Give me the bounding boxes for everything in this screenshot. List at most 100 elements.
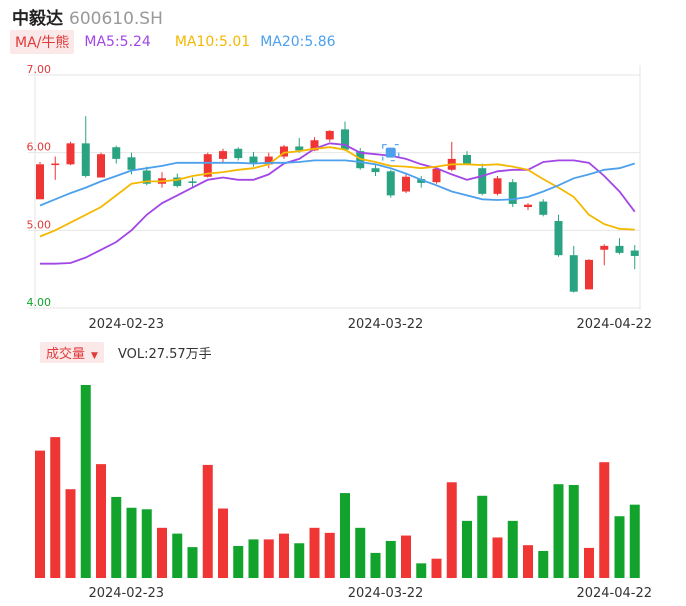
volume-bar bbox=[416, 563, 427, 578]
volume-bar bbox=[65, 489, 76, 578]
volume-bar bbox=[340, 493, 350, 578]
candle-body bbox=[188, 181, 197, 183]
volume-bar bbox=[157, 527, 167, 578]
volume-bar bbox=[446, 482, 457, 578]
candle-body bbox=[432, 168, 441, 183]
candle bbox=[554, 214, 563, 257]
volume-bar bbox=[385, 540, 396, 578]
candle-body bbox=[493, 178, 502, 194]
x-tick-label: 2024-03-22 bbox=[348, 586, 424, 601]
x-tick-label: 2024-03-22 bbox=[348, 317, 424, 332]
candle bbox=[188, 177, 197, 188]
price-candles bbox=[36, 116, 639, 293]
ma10-line bbox=[39, 146, 635, 238]
candle bbox=[630, 245, 639, 270]
candle-body bbox=[478, 168, 487, 194]
candle-body bbox=[173, 177, 182, 187]
y-tick-label: 4.00 bbox=[27, 296, 52, 309]
candle bbox=[158, 172, 166, 188]
candle-body bbox=[295, 146, 304, 151]
candle-body bbox=[36, 164, 44, 200]
candle bbox=[341, 121, 349, 152]
volume-bar bbox=[309, 527, 320, 578]
price-candlestick-chart[interactable]: 7.006.005.004.00 2024-02-23 2024-03-22 202… bbox=[0, 0, 686, 340]
candle-body bbox=[417, 179, 426, 183]
candle bbox=[524, 203, 532, 211]
candle-body bbox=[341, 129, 349, 150]
candle-body bbox=[615, 245, 624, 253]
volume-legend: 成交量 ▼ VOL:27.57万手 bbox=[40, 341, 212, 363]
candle bbox=[371, 164, 380, 176]
ma10-legend-label: MA10:5.01 bbox=[174, 34, 251, 50]
volume-bar bbox=[401, 535, 411, 578]
volume-bar bbox=[584, 547, 594, 578]
volume-bar bbox=[126, 507, 137, 578]
volume-indicator-selector[interactable]: 成交量 ▼ bbox=[40, 341, 104, 363]
volume-bar bbox=[202, 464, 213, 578]
volume-bar bbox=[141, 509, 152, 578]
volume-bar bbox=[80, 385, 91, 578]
volume-bar bbox=[172, 533, 183, 578]
volume-bar bbox=[507, 520, 518, 578]
y-tick-label: 7.00 bbox=[27, 63, 52, 76]
volume-bar bbox=[553, 484, 564, 578]
candle bbox=[585, 259, 593, 290]
candle bbox=[478, 163, 487, 196]
candle bbox=[463, 151, 471, 166]
candle-body bbox=[127, 157, 136, 170]
volume-bar bbox=[431, 558, 442, 578]
candle bbox=[97, 152, 105, 178]
volume-bar-chart[interactable]: 2024-02-23 2024-03-22 2024-04-22 bbox=[0, 366, 686, 606]
candle-body bbox=[585, 259, 593, 290]
candle-body bbox=[234, 148, 243, 159]
candle bbox=[615, 238, 624, 255]
volume-bar bbox=[248, 539, 259, 578]
candle bbox=[386, 169, 395, 198]
x-tick-label: 2024-02-23 bbox=[88, 317, 164, 332]
candle bbox=[264, 152, 273, 169]
candle bbox=[447, 141, 456, 172]
candle-body bbox=[554, 221, 563, 256]
volume-bar bbox=[294, 543, 305, 578]
volume-bar bbox=[263, 539, 274, 578]
candle bbox=[66, 141, 75, 166]
price-x-axis: 2024-02-23 2024-03-22 2024-04-22 bbox=[88, 317, 652, 332]
chevron-down-icon: ▼ bbox=[91, 350, 98, 361]
x-tick-label: 2024-04-22 bbox=[576, 317, 652, 332]
marker-icon bbox=[385, 147, 396, 158]
volume-bar bbox=[324, 532, 335, 578]
candle-body bbox=[142, 170, 151, 184]
y-tick-label: 6.00 bbox=[27, 141, 52, 154]
title-row: 中毅达 600610.SH bbox=[12, 4, 163, 29]
price-grid bbox=[28, 65, 641, 310]
moving-average-lines bbox=[39, 142, 636, 265]
price-y-axis: 7.00 6.00 5.00 4.00 bbox=[27, 63, 52, 309]
ma5-legend-label: MA5:5.24 bbox=[84, 34, 151, 50]
candle bbox=[432, 166, 441, 184]
candle-body bbox=[97, 154, 105, 178]
candle-body bbox=[630, 250, 639, 256]
candle bbox=[249, 151, 258, 167]
candle-body bbox=[264, 156, 273, 165]
candle bbox=[36, 161, 44, 200]
candle bbox=[234, 147, 243, 161]
volume-tag-label: 成交量 bbox=[46, 346, 86, 362]
candle bbox=[569, 245, 578, 293]
ma-legend: MA/牛熊 MA5:5.24 MA10:5.01 MA20:5.86 bbox=[10, 30, 336, 54]
x-tick-label: 2024-04-22 bbox=[576, 586, 652, 601]
candle-body bbox=[600, 245, 609, 250]
candle-body bbox=[280, 146, 288, 157]
x-tick-label: 2024-02-23 bbox=[88, 586, 164, 601]
candle-body bbox=[386, 171, 395, 196]
stock-code: 600610.SH bbox=[69, 9, 163, 29]
volume-bar bbox=[523, 545, 533, 578]
candle-body bbox=[66, 143, 75, 165]
ma5-line bbox=[40, 142, 636, 265]
candle-body bbox=[219, 151, 227, 159]
ma-indicator-selector[interactable]: MA/牛熊 bbox=[10, 30, 75, 54]
candle bbox=[493, 175, 502, 196]
volume-bar bbox=[370, 552, 381, 578]
candle-body bbox=[508, 182, 517, 204]
candle-body bbox=[371, 168, 380, 173]
candle bbox=[402, 173, 410, 194]
